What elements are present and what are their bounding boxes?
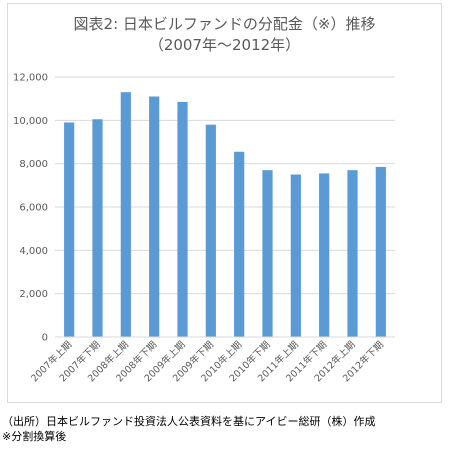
bar <box>319 173 330 337</box>
gridlines <box>55 76 395 295</box>
y-tick-label: 10,000 <box>13 116 48 127</box>
chart-area <box>7 3 442 403</box>
bar <box>92 119 103 337</box>
footnote: （出所）日本ビルファンド投資法人公表資料を基にアイビー総研（株）作成 ※分割換算… <box>2 414 375 444</box>
y-axis-ticks: 0 2,000 4,000 6,000 8,000 10,000 12,000 <box>13 73 48 344</box>
bar <box>120 92 131 338</box>
y-tick-label: 6,000 <box>19 203 48 214</box>
bar <box>290 174 301 337</box>
y-tick-label: 2,000 <box>19 289 48 300</box>
bar <box>64 122 75 337</box>
y-tick-label: 4,000 <box>19 246 48 257</box>
chart-subtitle: （2007年～2012年） <box>148 36 301 54</box>
bar <box>375 166 386 337</box>
y-tick-label: 12,000 <box>13 73 48 84</box>
x-axis-ticks: 2007年上期2007年下期2008年上期2008年下期2009年上期2009年… <box>29 339 386 385</box>
bar <box>177 101 188 338</box>
chart-title-block: 図表2: 日本ビルファンドの分配金（※）推移 （2007年～2012年） <box>7 14 442 56</box>
y-tick-label: 0 <box>42 333 48 344</box>
y-tick-label: 8,000 <box>19 159 48 170</box>
conversion-note: ※分割換算後 <box>2 430 67 443</box>
bars <box>64 92 386 338</box>
bar <box>234 151 245 337</box>
bar <box>262 170 273 337</box>
source-note: （出所）日本ビルファンド投資法人公表資料を基にアイビー総研（株）作成 <box>2 415 376 428</box>
bar <box>149 96 160 337</box>
bar <box>347 170 358 337</box>
chart-title: 図表2: 日本ビルファンドの分配金（※）推移 <box>73 15 376 33</box>
bar <box>205 124 216 338</box>
